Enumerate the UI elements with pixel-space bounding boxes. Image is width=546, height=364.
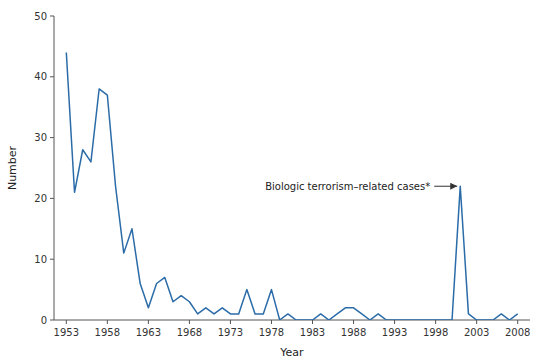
x-tick-label: 2003 bbox=[464, 327, 489, 338]
x-tick-label: 2008 bbox=[505, 327, 530, 338]
y-tick-label: 40 bbox=[34, 71, 47, 82]
x-tick bbox=[148, 320, 149, 324]
x-tick-label: 1973 bbox=[218, 327, 243, 338]
x-tick bbox=[66, 320, 67, 324]
x-axis-label: Year bbox=[279, 346, 304, 359]
x-tick-label: 1958 bbox=[95, 327, 120, 338]
x-tick bbox=[394, 320, 395, 324]
x-tick-label: 1998 bbox=[423, 327, 448, 338]
x-tick-label: 1983 bbox=[300, 327, 325, 338]
x-tick-label: 1953 bbox=[54, 327, 79, 338]
y-tick-label: 50 bbox=[34, 11, 47, 22]
x-tick bbox=[230, 320, 231, 324]
y-tick bbox=[50, 137, 54, 138]
x-axis-line bbox=[54, 320, 530, 321]
y-tick-label: 30 bbox=[34, 132, 47, 143]
y-tick bbox=[50, 198, 54, 199]
y-axis-line bbox=[54, 16, 55, 320]
x-tick bbox=[312, 320, 313, 324]
annotation-arrow bbox=[434, 186, 457, 187]
y-tick bbox=[50, 259, 54, 260]
y-tick bbox=[50, 16, 54, 17]
y-tick bbox=[50, 76, 54, 77]
x-tick-label: 1968 bbox=[177, 327, 202, 338]
x-tick bbox=[107, 320, 108, 324]
x-tick bbox=[517, 320, 518, 324]
chart: 1953 1958 1963 1968 1973 1978 1983 1988 1993 1998… bbox=[0, 0, 546, 364]
y-axis-label: Number bbox=[6, 145, 19, 190]
annotation-text: Biologic terrorism–related cases* bbox=[265, 181, 430, 192]
x-tick-label: 1978 bbox=[259, 327, 284, 338]
x-tick-label: 1993 bbox=[382, 327, 407, 338]
x-tick bbox=[476, 320, 477, 324]
y-tick-label: 20 bbox=[34, 193, 47, 204]
y-tick bbox=[50, 320, 54, 321]
y-tick-label: 0 bbox=[41, 315, 47, 326]
x-tick bbox=[435, 320, 436, 324]
plot-area bbox=[66, 52, 517, 320]
x-tick-label: 1963 bbox=[136, 327, 161, 338]
y-tick-label: 10 bbox=[34, 254, 47, 265]
data-line bbox=[66, 52, 517, 320]
x-tick-label: 1988 bbox=[341, 327, 366, 338]
x-tick bbox=[271, 320, 272, 324]
x-tick bbox=[353, 320, 354, 324]
chart-container: 1953 1958 1963 1968 1973 1978 1983 1988 1993 1998… bbox=[0, 0, 546, 364]
x-tick bbox=[189, 320, 190, 324]
